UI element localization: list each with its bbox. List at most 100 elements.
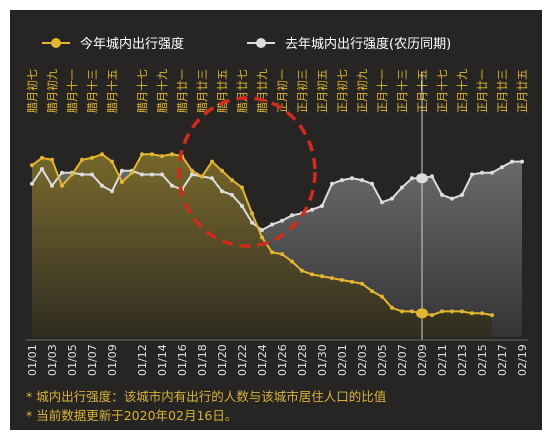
data-point-last-year — [250, 220, 254, 225]
data-point-current-year — [360, 281, 364, 286]
data-point-last-year — [520, 159, 524, 164]
data-point-current-year — [130, 170, 134, 175]
data-point-last-year — [260, 228, 264, 233]
data-point-current-year — [150, 152, 154, 157]
x-tick-label: 02/09 — [416, 344, 429, 376]
data-point-current-year — [440, 309, 444, 314]
legend-label-last-year: 去年城内出行强度(农历同期) — [285, 36, 451, 52]
data-point-current-year — [470, 311, 474, 316]
data-point-current-year — [230, 178, 234, 183]
data-point-last-year — [410, 176, 414, 181]
series-line-last-year — [31, 160, 522, 232]
x-tick-label: 02/19 — [516, 344, 529, 376]
data-point-last-year — [360, 178, 364, 183]
data-point-last-year — [400, 185, 404, 190]
data-point-last-year — [220, 189, 224, 194]
data-point-last-year — [40, 167, 44, 171]
legend-item-current-year: 今年城内出行强度 — [42, 36, 184, 52]
x-tick-label: 01/24 — [256, 344, 269, 376]
data-point-last-year — [460, 192, 464, 197]
data-point-current-year — [450, 309, 454, 314]
data-point-current-year — [40, 155, 44, 160]
x-tick-label: 02/17 — [496, 344, 509, 376]
data-point-current-year — [110, 159, 114, 164]
data-point-current-year — [290, 259, 294, 264]
lunar-date-label: 腊月廿一 — [176, 69, 189, 113]
lunar-date-label: 腊月廿九 — [256, 69, 269, 113]
data-point-current-year — [480, 311, 484, 316]
x-tick-label: 01/16 — [176, 344, 189, 376]
lunar-date-label: 腊月十七 — [135, 69, 149, 113]
data-point-last-year — [380, 200, 384, 205]
data-point-current-year — [170, 152, 174, 157]
lunar-date-label: 正月十三 — [395, 69, 409, 113]
data-point-current-year — [270, 250, 274, 255]
lunar-date-label: 正月初七 — [335, 69, 349, 113]
data-point-last-year — [350, 176, 354, 181]
x-tick-label: 01/05 — [66, 344, 79, 376]
chart-frame: 今年城内出行强度 去年城内出行强度(农历同期) 腊月初七 腊月初九 腊月十一 腊月十三… — [10, 10, 542, 430]
lunar-date-labels: 腊月初七 腊月初九 腊月十一 腊月十三 腊月十五 腊月十七 腊月十九 腊月廿一 腊月廿三 腊月廿五… — [25, 69, 529, 113]
data-point-current-year — [50, 157, 54, 162]
data-point-last-year — [170, 183, 174, 188]
data-point-last-year — [50, 183, 54, 188]
lunar-date-label: 腊月十九 — [155, 69, 169, 113]
lunar-date-label: 正月廿三 — [496, 69, 509, 113]
lunar-date-label: 腊月十一 — [65, 69, 79, 113]
lunar-date-label: 正月初一 — [275, 69, 289, 113]
x-tick-label: 01/14 — [156, 344, 169, 376]
data-point-current-year — [380, 294, 384, 299]
lunar-date-label: 腊月廿七 — [236, 69, 249, 113]
lunar-date-label: 腊月初九 — [45, 69, 59, 113]
data-point-current-year — [340, 278, 344, 282]
data-point-last-year — [210, 176, 214, 181]
lunar-date-label: 正月十一 — [375, 69, 389, 113]
data-point-current-year — [260, 235, 264, 240]
data-point-last-year — [230, 192, 234, 197]
data-point-last-year — [120, 168, 124, 173]
data-point-last-year — [280, 218, 284, 223]
lunar-date-label: 腊月十五 — [105, 69, 119, 113]
data-point-last-year — [290, 213, 294, 218]
data-point-last-year — [30, 181, 34, 186]
x-tick-label: 01/22 — [236, 344, 249, 376]
data-point-current-year — [370, 289, 374, 294]
data-point-current-year — [240, 185, 244, 190]
data-point-last-year — [390, 196, 394, 201]
x-tick-label: 01/03 — [46, 344, 59, 376]
data-point-current-year — [190, 168, 194, 173]
data-point-last-year — [80, 172, 84, 177]
data-point-last-year — [150, 172, 154, 177]
x-tick-label: 01/30 — [316, 344, 329, 376]
travel-intensity-chart: 今年城内出行强度 去年城内出行强度(农历同期) 腊月初七 腊月初九 腊月十一 腊月十三… — [25, 36, 529, 376]
data-point-last-year — [160, 172, 164, 177]
x-tick-label: 01/07 — [86, 344, 99, 376]
data-point-current-year — [320, 274, 324, 279]
data-point-current-year — [390, 305, 394, 310]
data-point-last-year — [430, 174, 434, 179]
data-point-last-year — [90, 172, 94, 177]
x-tick-label: 01/28 — [296, 344, 309, 376]
data-point-last-year — [110, 189, 114, 194]
x-tick-label: 02/13 — [456, 344, 469, 376]
x-tick-label: 01/12 — [136, 344, 149, 376]
legend-item-last-year: 去年城内出行强度(农历同期) — [247, 36, 451, 52]
data-point-current-year — [220, 168, 224, 173]
highlight-marker-last-year — [416, 173, 428, 184]
data-point-last-year — [370, 181, 374, 186]
lunar-date-label: 正月十七 — [435, 69, 449, 113]
data-point-last-year — [440, 192, 444, 197]
data-point-current-year — [90, 155, 94, 160]
data-point-last-year — [190, 172, 194, 177]
data-point-last-year — [330, 181, 334, 186]
data-point-last-year — [510, 159, 514, 164]
x-tick-label: 02/15 — [476, 344, 489, 376]
data-point-last-year — [100, 183, 104, 188]
plot-area — [30, 72, 524, 340]
lunar-date-label: 正月廿一 — [476, 69, 489, 113]
data-point-current-year — [280, 252, 284, 257]
lunar-date-label: 腊月初七 — [25, 69, 39, 113]
lunar-date-label: 正月初九 — [355, 69, 369, 113]
data-point-current-year — [80, 157, 84, 162]
data-point-last-year — [140, 172, 144, 177]
